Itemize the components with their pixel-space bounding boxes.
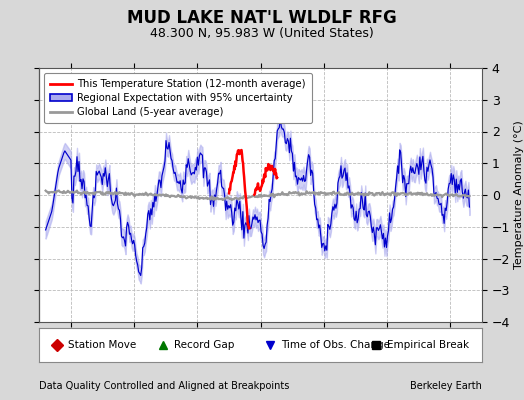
Text: Empirical Break: Empirical Break xyxy=(387,340,469,350)
Text: Berkeley Earth: Berkeley Earth xyxy=(410,381,482,391)
Text: Record Gap: Record Gap xyxy=(174,340,235,350)
Legend: This Temperature Station (12-month average), Regional Expectation with 95% uncer: This Temperature Station (12-month avera… xyxy=(45,73,312,123)
Y-axis label: Temperature Anomaly (°C): Temperature Anomaly (°C) xyxy=(515,121,524,269)
Text: MUD LAKE NAT'L WLDLF RFG: MUD LAKE NAT'L WLDLF RFG xyxy=(127,9,397,27)
Text: Data Quality Controlled and Aligned at Breakpoints: Data Quality Controlled and Aligned at B… xyxy=(39,381,290,391)
Text: 48.300 N, 95.983 W (United States): 48.300 N, 95.983 W (United States) xyxy=(150,28,374,40)
Text: Time of Obs. Change: Time of Obs. Change xyxy=(281,340,390,350)
Text: Station Move: Station Move xyxy=(68,340,136,350)
